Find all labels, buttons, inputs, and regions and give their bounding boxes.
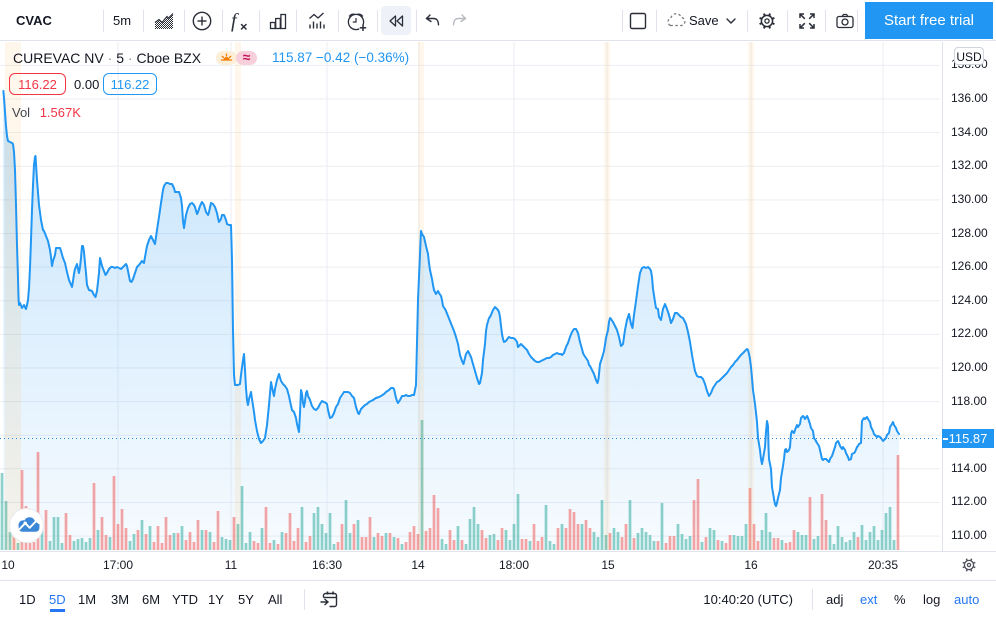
svg-text:f: f [231, 10, 239, 32]
